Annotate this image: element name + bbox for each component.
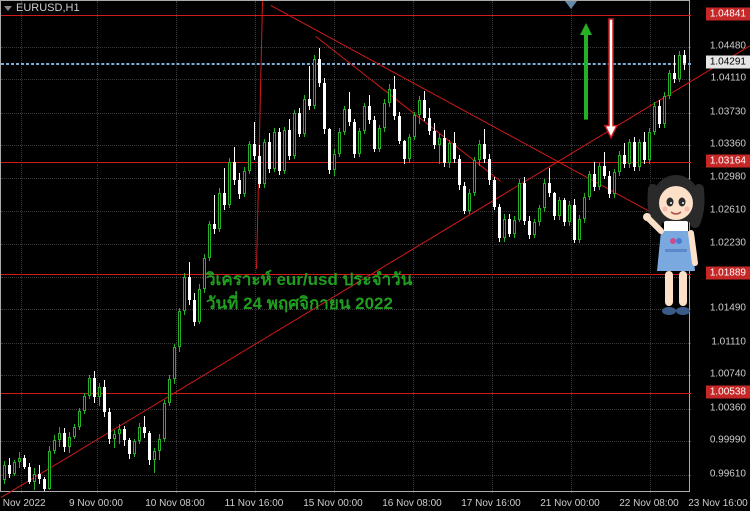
symbol-title: EURUSD,H1 [4, 2, 80, 14]
x-tick-label: 9 Nov 00:00 [69, 498, 123, 509]
annotation-line1: วิเคราะห์ eur/usd ประจำวัน [206, 266, 412, 293]
y-tick-label: 1.04110 [711, 73, 746, 84]
trend-line[interactable] [256, 1, 263, 269]
y-tick-label: 1.04480 [710, 40, 746, 51]
price-tag: 1.03164 [706, 155, 750, 168]
y-tick-label: 1.02610 [710, 204, 746, 215]
marker-triangle-icon [565, 1, 577, 9]
x-tick-label: 21 Nov 00:00 [540, 498, 600, 509]
x-tick-label: 7 Nov 2022 [0, 498, 46, 509]
chart-container: วิเคราะห์ eur/usd ประจำวัน วันที่ 24 พฤศ… [0, 0, 750, 511]
y-tick-label: 1.02230 [710, 238, 746, 249]
y-tick-label: 0.99610 [710, 468, 746, 479]
x-tick-label: 15 Nov 00:00 [303, 498, 363, 509]
symbol-label: EURUSD,H1 [16, 2, 80, 14]
price-tag: 1.01889 [706, 267, 750, 280]
x-tick-label: 23 Nov 16:00 [688, 498, 748, 509]
x-tick-label: 10 Nov 08:00 [145, 498, 205, 509]
x-axis: 7 Nov 2022 9 Nov 00:00 10 Nov 08:00 11 Nov … [0, 493, 690, 511]
y-tick-label: 0.99990 [710, 435, 746, 446]
y-tick-label: 1.01110 [711, 336, 746, 347]
price-tag: 1.00538 [706, 386, 750, 399]
down-arrow-icon [602, 11, 620, 146]
x-tick-label: 16 Nov 08:00 [382, 498, 442, 509]
y-tick-label: 1.01490 [710, 303, 746, 314]
price-tag: 1.04841 [706, 7, 750, 20]
price-tag: 1.04291 [706, 56, 750, 69]
x-tick-label: 11 Nov 16:00 [225, 498, 284, 509]
x-tick-label: 17 Nov 16:00 [461, 498, 521, 509]
x-tick-label: 22 Nov 08:00 [619, 498, 679, 509]
y-tick-label: 1.00360 [710, 402, 746, 413]
annotation-line2: วันที่ 24 พฤศจิกายน 2022 [206, 290, 393, 317]
y-tick-label: 1.02980 [710, 172, 746, 183]
up-arrow-icon [577, 15, 595, 128]
dropdown-triangle-icon [4, 6, 12, 11]
y-tick-label: 1.03730 [710, 106, 746, 117]
horizontal-line[interactable] [1, 162, 691, 163]
y-tick-label: 1.00740 [710, 369, 746, 380]
y-axis: 1.04480 1.04110 1.03730 1.03360 1.02980 1.026… [692, 0, 750, 492]
y-tick-label: 1.03360 [710, 139, 746, 150]
plot-area[interactable]: วิเคราะห์ eur/usd ประจำวัน วันที่ 24 พฤศ… [0, 0, 690, 492]
